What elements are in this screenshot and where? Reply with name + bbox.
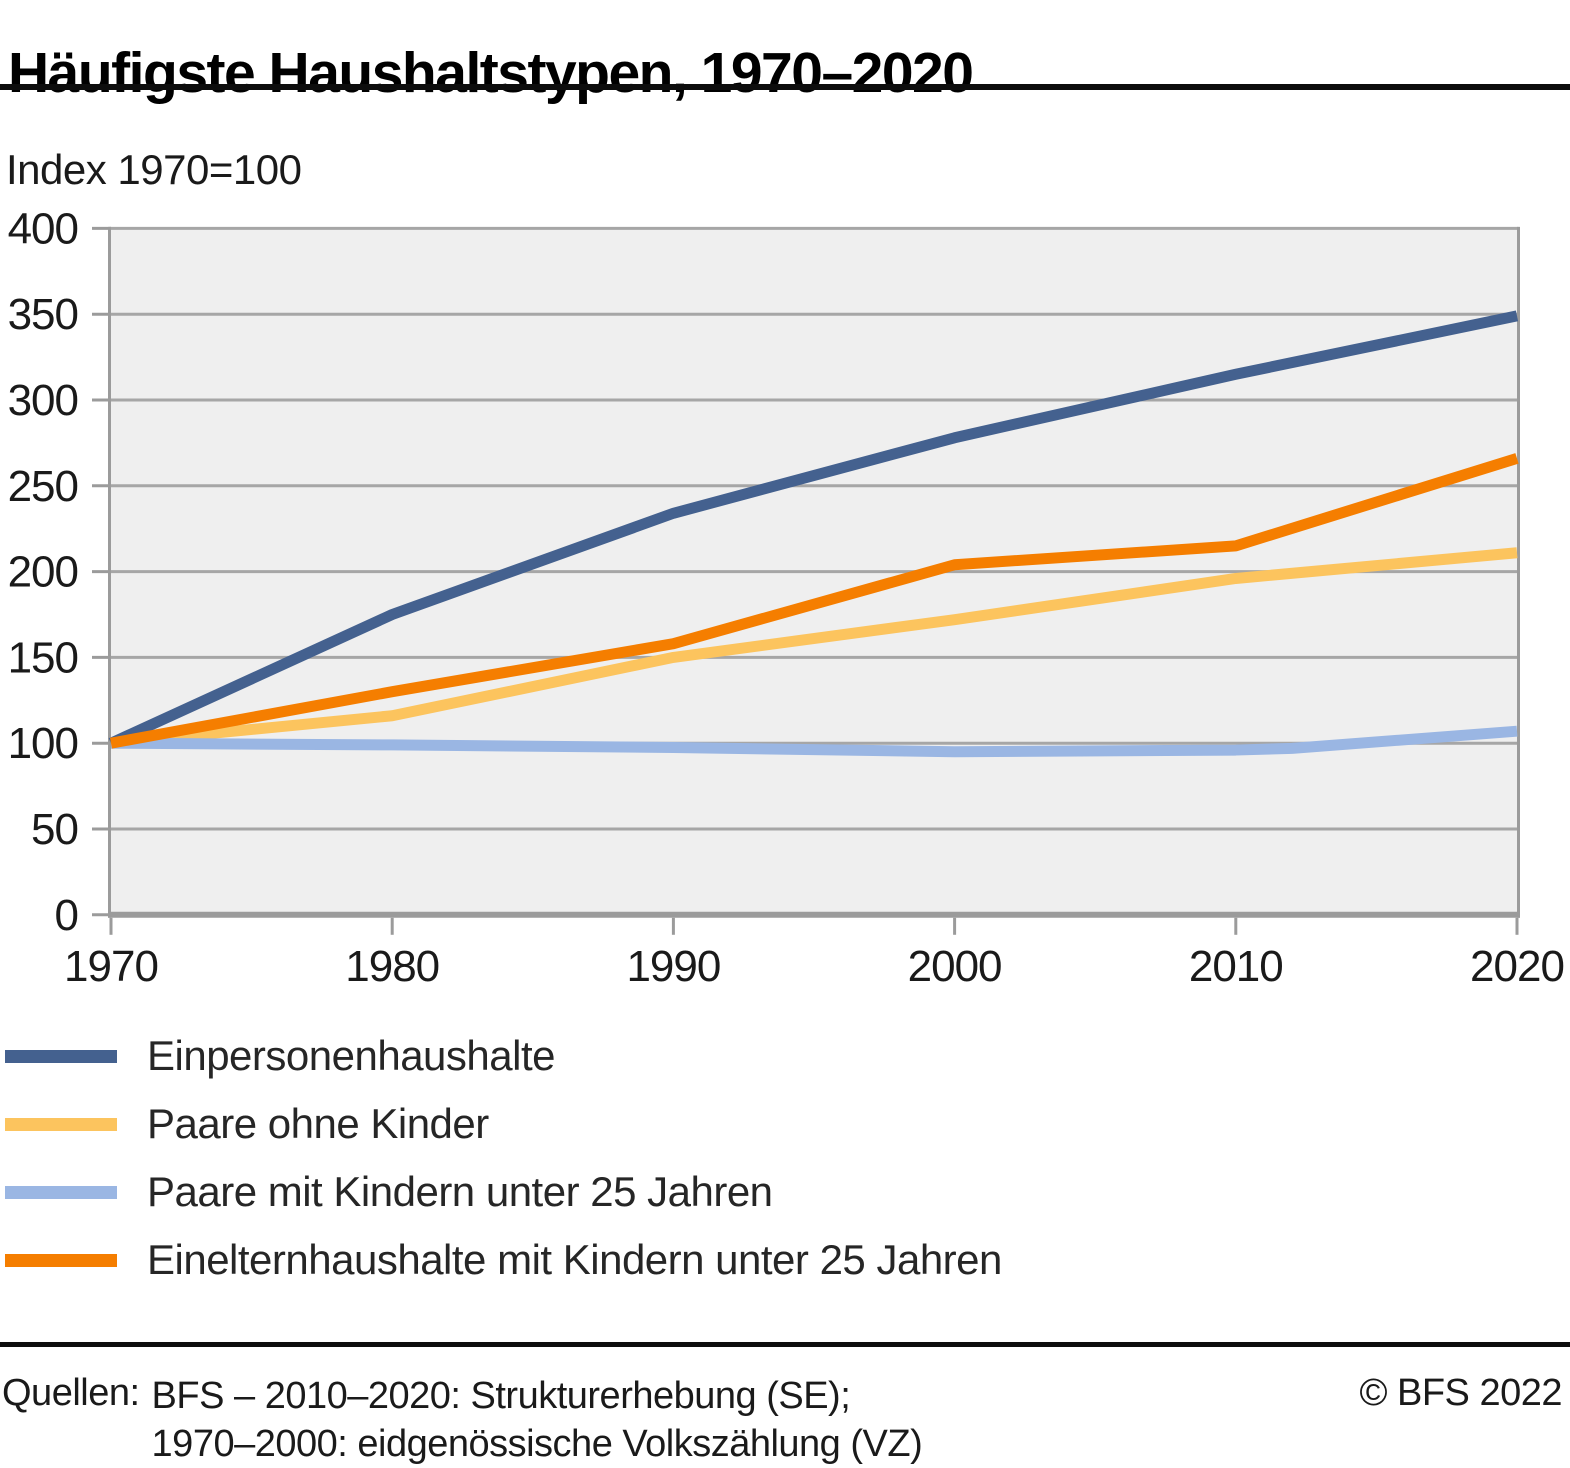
index-note: Index 1970=100 [6,146,302,193]
chart-legend: Einpersonenhaushalte Paare ohne Kinder Paa… [5,1022,1002,1294]
sources-note: Quellen: BFS – 2010–2020: Strukturerhebu… [2,1372,923,1468]
series-line-3 [110,725,1518,758]
legend-swatch-4 [5,1253,117,1267]
title-divider [0,84,1570,90]
legend-label-1: Einpersonenhaushalte [147,1032,556,1079]
sources-label: Quellen: [2,1372,140,1414]
y-tick-label-50: 50 [31,805,78,854]
series-line-4 [110,453,1519,749]
footer-divider [0,1342,1570,1347]
legend-item-1: Einpersonenhaushalte [5,1022,1002,1090]
source-line-2: 1970–2000: eidgenössische Volkszählung (… [151,1423,923,1465]
legend-item-4: Einelternhaushalte mit Kindern unter 25 … [5,1226,1002,1294]
legend-swatch-1 [5,1049,117,1063]
x-tick-label-2010: 2010 [1189,942,1283,991]
x-tick-label-2020: 2020 [1470,942,1564,991]
legend-swatch-3 [5,1185,117,1199]
legend-label-3: Paare mit Kindern unter 25 Jahren [147,1168,773,1215]
y-tick-label-0: 0 [55,891,78,940]
y-tick-label-100: 100 [8,719,78,768]
x-tick-label-1970: 1970 [64,942,158,991]
x-tick-label-2000: 2000 [908,942,1002,991]
legend-item-2: Paare ohne Kinder [5,1090,1002,1158]
y-tick-label-200: 200 [8,548,78,597]
x-tick-label-1980: 1980 [345,942,439,991]
y-tick-label-150: 150 [8,633,78,682]
legend-swatch-2 [5,1117,117,1131]
page-title: Häufigste Haushaltstypen, 1970–2020 [8,41,974,106]
copyright-note: © BFS 2022 [1359,1372,1562,1414]
series-line-2 [110,547,1518,749]
series-line-1 [108,310,1519,749]
legend-label-4: Einelternhaushalte mit Kindern unter 25 … [147,1236,1002,1283]
x-tick-label-1990: 1990 [626,942,720,991]
y-tick-label-400: 400 [8,204,78,253]
legend-label-2: Paare ohne Kinder [147,1100,489,1147]
y-tick-label-350: 350 [8,290,78,339]
source-line-1: BFS – 2010–2020: Strukturerhebung (SE); [151,1375,851,1417]
y-tick-label-250: 250 [8,462,78,511]
legend-item-3: Paare mit Kindern unter 25 Jahren [5,1158,1002,1226]
y-tick-label-300: 300 [8,376,78,425]
